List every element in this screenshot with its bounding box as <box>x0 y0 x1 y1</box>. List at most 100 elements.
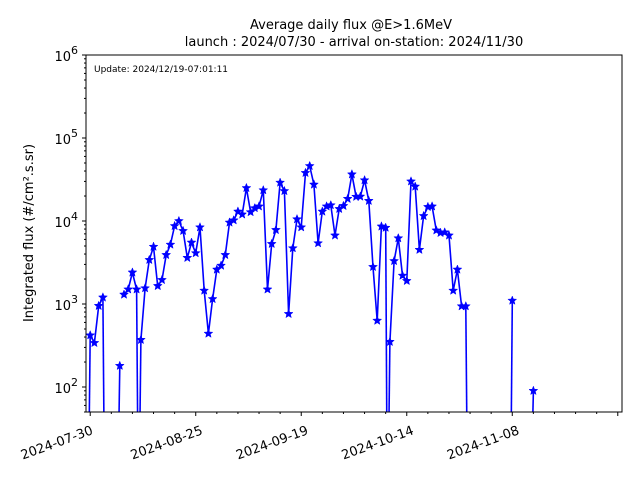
y-tick-label: 106 <box>54 44 78 65</box>
x-tick-label: 2024-11-08 <box>445 423 521 463</box>
data-point-marker <box>367 261 379 272</box>
data-point-marker <box>346 169 357 179</box>
data-point-marker <box>397 270 408 280</box>
data-point-marker <box>194 222 205 232</box>
series-line <box>89 297 104 344</box>
data-point-marker <box>156 274 167 285</box>
drop-line <box>465 306 468 412</box>
data-point-marker <box>338 200 349 211</box>
data-point-marker <box>228 215 239 225</box>
y-tick-label: 105 <box>54 127 78 148</box>
y-tick-label: 103 <box>54 293 78 314</box>
y-tick-label: 102 <box>54 376 78 397</box>
data-point-marker <box>414 244 425 255</box>
drop-line <box>384 227 388 412</box>
data-point-marker <box>507 295 518 305</box>
data-point-marker <box>148 241 159 251</box>
data-point-marker <box>203 328 214 338</box>
data-point-marker <box>127 267 138 277</box>
data-point-marker <box>118 289 130 299</box>
data-point-marker <box>270 224 281 235</box>
data-point-marker <box>131 284 142 294</box>
data-point-marker <box>427 201 438 211</box>
chart-title: Average daily flux @E>1.6MeV <box>250 18 452 33</box>
x-axis: 2024-07-30 2024-08-25 2024-09-19 2024-10-14… <box>19 412 619 463</box>
data-point-marker <box>363 195 374 206</box>
data-point-marker <box>266 238 277 249</box>
drop-line <box>88 335 91 412</box>
data-point-marker <box>178 225 189 236</box>
data-point-marker <box>216 260 227 270</box>
data-point-marker <box>186 237 197 247</box>
data-point-marker <box>300 167 311 178</box>
data-point-marker <box>275 177 286 187</box>
drop-line <box>139 339 142 412</box>
data-point-marker <box>279 185 290 196</box>
data-point-marker <box>448 285 459 295</box>
data-point-marker <box>431 225 442 235</box>
data-point-marker <box>144 254 155 265</box>
y-tick-label: 104 <box>54 210 78 231</box>
data-point-marker <box>393 232 404 243</box>
data-point-marker <box>329 230 341 240</box>
data-point-marker <box>389 255 400 266</box>
chart-subtitle: launch : 2024/07/30 - arrival on-station… <box>185 35 523 50</box>
data-point-marker <box>86 330 96 340</box>
data-point-marker <box>97 292 108 302</box>
plot-frame <box>85 54 623 413</box>
drop-line <box>135 289 139 412</box>
x-tick-label: 2024-07-30 <box>19 423 95 463</box>
data-point-marker <box>161 249 172 260</box>
data-point-marker <box>140 282 151 293</box>
data-point-marker <box>418 210 429 221</box>
data-point-marker <box>182 252 193 263</box>
data-point-marker <box>287 242 298 253</box>
drop-line <box>388 341 391 412</box>
data-point-marker <box>380 222 391 232</box>
data-point-marker <box>262 284 273 294</box>
data-point-marker <box>372 315 383 325</box>
x-tick-label: 2024-09-19 <box>234 423 310 463</box>
data-point-marker <box>199 285 210 295</box>
data-point-marker <box>443 230 454 240</box>
data-point-marker <box>152 280 163 291</box>
data-point-marker <box>241 182 252 193</box>
update-annotation: Update: 2024/12/19-07:01:11 <box>94 65 228 75</box>
data-point-marker <box>308 179 319 189</box>
data-point-marker <box>258 184 269 195</box>
data-point-marker <box>296 222 307 232</box>
data-point-marker <box>173 215 184 226</box>
data-point-marker <box>452 264 463 274</box>
data-point-marker <box>342 193 353 204</box>
data-point-marker <box>291 213 303 224</box>
data-point-marker <box>410 181 421 191</box>
data-point-marker <box>220 249 231 260</box>
data-point-marker <box>359 174 370 185</box>
data-point-marker <box>123 284 134 294</box>
data-point-marker <box>169 220 180 231</box>
x-tick-label: 2024-08-25 <box>129 423 205 463</box>
data-point-marker <box>384 336 395 347</box>
data-point-marker <box>283 308 294 319</box>
drop-line <box>510 300 514 412</box>
data-point-marker <box>114 360 125 371</box>
data-point-marker <box>317 206 328 216</box>
data-point-marker <box>405 176 417 186</box>
data-point-marker <box>528 385 539 396</box>
data-point-marker <box>232 206 243 216</box>
data-point-marker <box>460 300 471 311</box>
drop-line <box>532 390 535 412</box>
data-point-marker <box>401 275 412 286</box>
y-axis-label: Integrated flux (#/cm².s.sr) <box>22 144 37 322</box>
data-point-marker <box>313 237 324 248</box>
x-tick-label: 2024-10-14 <box>340 423 416 463</box>
data-point-marker <box>254 201 265 211</box>
data-point-marker <box>135 334 146 345</box>
data-point-marker <box>89 337 100 348</box>
data-point-marker <box>237 209 248 219</box>
data-point-marker <box>93 300 104 311</box>
data-point-marker <box>207 293 218 304</box>
plot-area <box>86 160 539 412</box>
